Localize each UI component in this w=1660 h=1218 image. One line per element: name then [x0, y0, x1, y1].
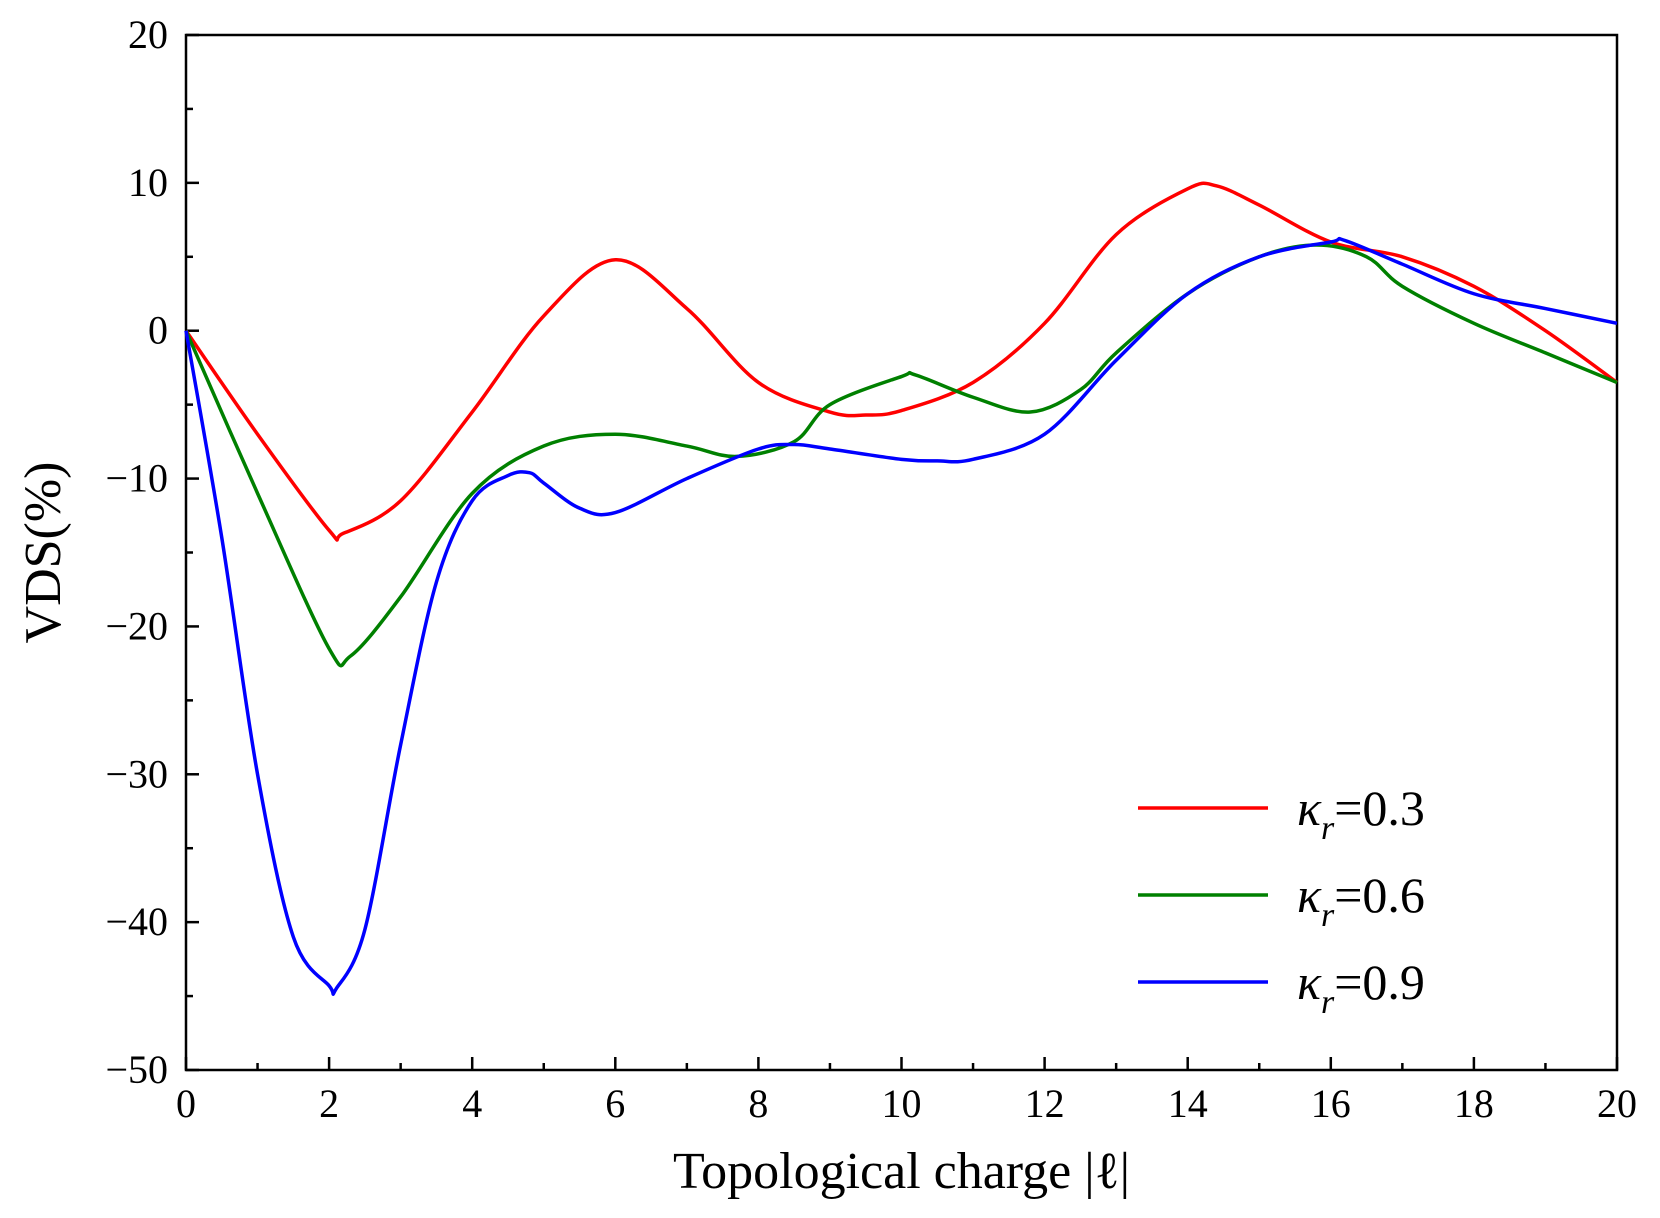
x-tick-label: 6 [605, 1081, 625, 1126]
axis-tick-labels: 0 2 4 6 8 10 12 14 16 18 20 20 10 0 −10 −20 −30 −40 −50 [105, 12, 1637, 1126]
legend-entry-label: κr=0.9 [1297, 954, 1425, 1021]
series-line-1 [184, 181, 1619, 542]
x-tick-label: 14 [1168, 1081, 1208, 1126]
series-lines [184, 181, 1619, 996]
x-tick-label: 8 [748, 1081, 768, 1126]
y-tick-label: −40 [105, 899, 168, 944]
y-tick-label: 10 [128, 160, 168, 205]
x-tick-label: 16 [1311, 1081, 1351, 1126]
x-tick-label: 0 [176, 1081, 196, 1126]
y-tick-label: −30 [105, 751, 168, 796]
y-tick-label: 0 [148, 308, 168, 353]
x-axis-label: Topological charge |ℓ| [673, 1143, 1130, 1200]
x-tick-label: 4 [462, 1081, 482, 1126]
axis-ticks [184, 33, 1619, 1072]
x-tick-label: 12 [1025, 1081, 1065, 1126]
y-tick-label: −10 [105, 456, 168, 501]
x-tick-label: 18 [1454, 1081, 1494, 1126]
y-axis-label: VDS(%) [15, 462, 72, 644]
x-tick-label: 2 [319, 1081, 339, 1126]
x-tick-label: 20 [1597, 1081, 1637, 1126]
series-line-2 [184, 243, 1618, 668]
series-line-3 [184, 236, 1618, 996]
y-tick-label: 20 [128, 12, 168, 57]
legend: κr=0.3 κr=0.6 κr=0.9 [1138, 780, 1425, 1021]
legend-entry-label: κr=0.3 [1297, 780, 1425, 847]
y-tick-label: −50 [105, 1047, 168, 1092]
x-tick-label: 10 [882, 1081, 922, 1126]
y-tick-label: −20 [105, 603, 168, 648]
legend-entry-label: κr=0.6 [1297, 867, 1425, 934]
